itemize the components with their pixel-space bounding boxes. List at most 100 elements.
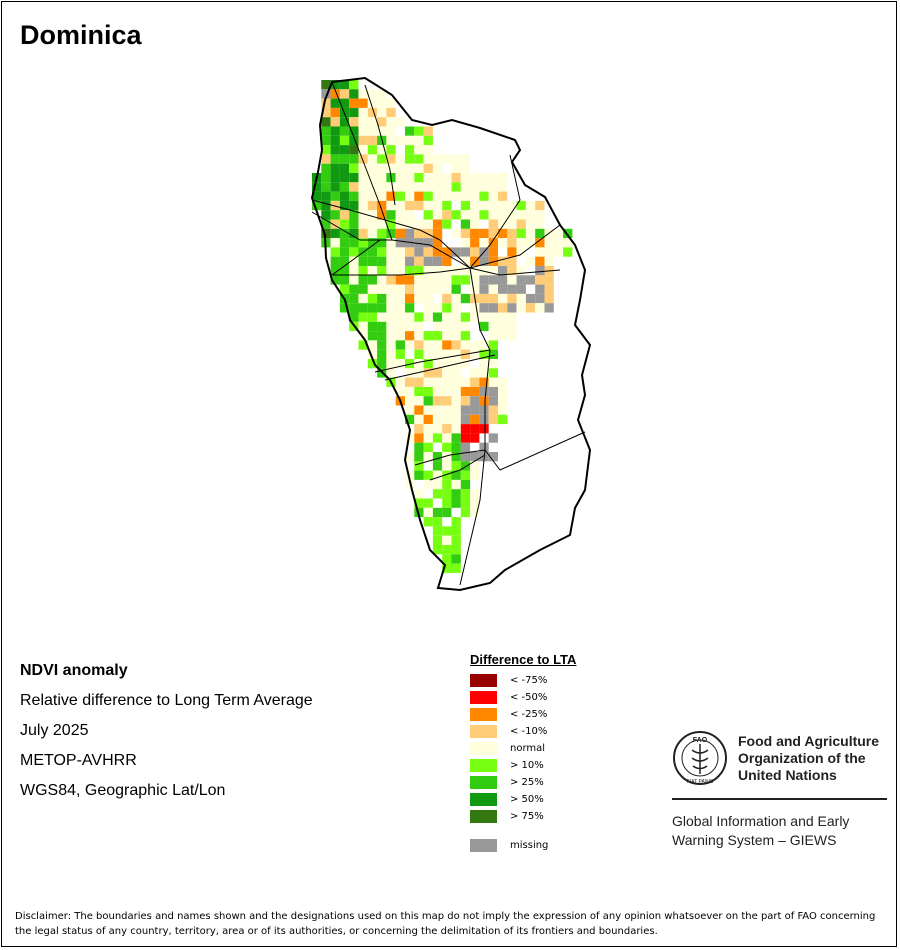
ndvi-cell <box>498 284 508 294</box>
ndvi-cell <box>432 479 443 490</box>
ndvi-cell <box>525 210 536 220</box>
ndvi-cell <box>405 256 415 266</box>
ndvi-cell <box>451 377 461 387</box>
ndvi-cell <box>377 275 387 285</box>
ndvi-cell <box>451 191 461 201</box>
ndvi-cell <box>414 414 424 425</box>
ndvi-cell <box>339 126 350 136</box>
ndvi-cell <box>507 247 517 257</box>
ndvi-cell <box>525 228 536 239</box>
ndvi-cell <box>470 507 480 518</box>
ndvi-cell <box>498 191 508 201</box>
legend-swatch <box>470 708 497 721</box>
ndvi-cell <box>377 340 387 350</box>
ndvi-cell <box>423 173 433 183</box>
ndvi-cell <box>488 238 498 248</box>
ndvi-cell <box>451 396 461 406</box>
fao-emblem-motto: FIAT PANIS <box>687 779 714 785</box>
ndvi-cell <box>488 386 498 397</box>
ndvi-cell <box>367 117 378 127</box>
ndvi-cell <box>432 470 443 480</box>
ndvi-cell <box>442 470 452 480</box>
ndvi-cell <box>414 461 424 471</box>
ndvi-cell <box>367 145 378 155</box>
fao-name-line: United Nations <box>738 766 837 783</box>
ndvi-cell <box>358 117 368 127</box>
ndvi-cell <box>349 293 359 304</box>
legend-label: > 25% <box>510 777 544 788</box>
ndvi-cell <box>414 405 424 415</box>
ndvi-cell <box>423 386 433 397</box>
ndvi-cell <box>349 210 359 220</box>
ndvi-cell <box>423 424 433 434</box>
ndvi-cell <box>442 442 452 452</box>
ndvi-cell <box>470 312 480 322</box>
ndvi-cell <box>321 126 331 136</box>
ndvi-cell <box>423 163 433 173</box>
ndvi-cell <box>330 266 340 276</box>
ndvi-cell <box>479 293 489 304</box>
ndvi-cell <box>377 256 387 266</box>
ndvi-cell <box>488 368 498 378</box>
ndvi-cell <box>442 173 452 183</box>
ndvi-cell <box>488 452 498 462</box>
ndvi-cell <box>507 228 517 239</box>
ndvi-cell <box>460 293 471 304</box>
ndvi-cell <box>498 173 508 183</box>
ndvi-cell <box>423 452 433 462</box>
ndvi-cell <box>432 526 443 536</box>
ndvi-cell <box>405 386 415 397</box>
ndvi-cell <box>386 135 396 146</box>
ndvi-cell <box>460 452 471 462</box>
ndvi-cell <box>386 228 396 239</box>
ndvi-cell <box>358 182 368 192</box>
ndvi-cell <box>451 247 461 257</box>
ndvi-cell <box>414 377 424 387</box>
ndvi-cell <box>535 238 545 248</box>
ndvi-cell <box>358 312 368 322</box>
ndvi-cell <box>423 256 433 266</box>
ndvi-cell <box>414 442 424 452</box>
ndvi-cell <box>516 210 526 220</box>
ndvi-cell <box>330 200 340 211</box>
ndvi-cell <box>479 405 489 415</box>
ndvi-cell <box>498 182 508 192</box>
ndvi-cell <box>367 331 378 341</box>
ndvi-cell <box>367 303 378 313</box>
ndvi-cell <box>442 182 452 192</box>
ndvi-cell <box>423 303 433 313</box>
ndvi-cell <box>349 163 359 173</box>
ndvi-cell <box>460 424 471 434</box>
ndvi-cell <box>442 386 452 397</box>
ndvi-cell <box>544 275 554 285</box>
legend-label: > 10% <box>510 760 544 771</box>
ndvi-cell <box>358 107 368 118</box>
ndvi-cell <box>405 340 415 350</box>
ndvi-cell <box>423 284 433 294</box>
ndvi-cell <box>488 266 498 276</box>
ndvi-cell <box>386 331 396 341</box>
ndvi-cell <box>321 200 331 211</box>
ndvi-cell <box>339 80 350 90</box>
ndvi-cell <box>470 219 480 229</box>
ndvi-cell <box>479 321 489 332</box>
ndvi-cell <box>488 284 498 294</box>
ndvi-cell <box>377 117 387 127</box>
ndvi-cell <box>460 238 471 248</box>
ndvi-cell <box>488 377 498 387</box>
ndvi-cell <box>414 293 424 304</box>
ndvi-cell <box>479 386 489 397</box>
ndvi-cell <box>367 312 378 322</box>
ndvi-cell <box>479 238 489 248</box>
ndvi-cell <box>442 396 452 406</box>
ndvi-cell <box>442 303 452 313</box>
legend-title: Difference to LTA <box>470 652 577 667</box>
ndvi-cell <box>395 293 405 304</box>
ndvi-cell <box>423 359 433 369</box>
ndvi-cell <box>405 321 415 332</box>
ndvi-cell <box>460 461 471 471</box>
ndvi-cell <box>479 312 489 322</box>
ndvi-cell <box>432 414 443 425</box>
ndvi-cell <box>395 173 405 183</box>
ndvi-cell <box>414 173 424 183</box>
